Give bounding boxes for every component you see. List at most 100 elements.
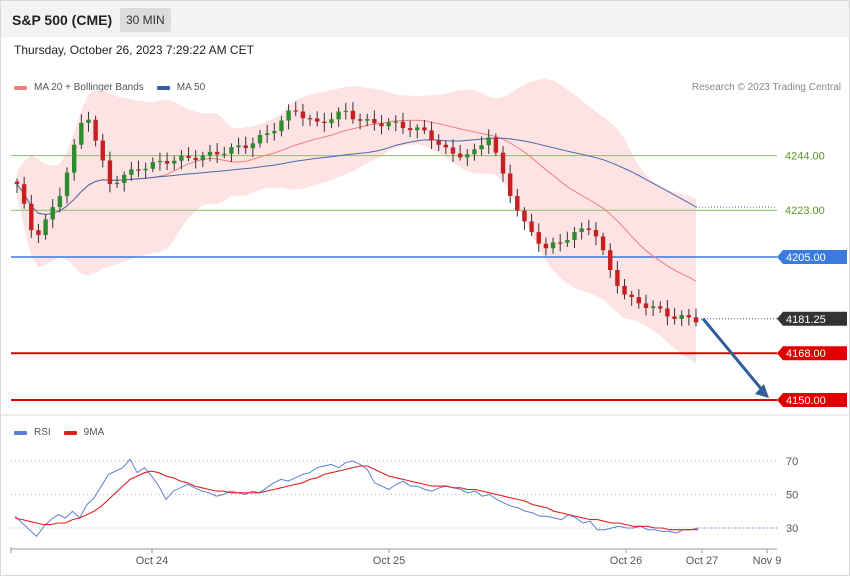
candle-body — [250, 143, 256, 149]
candles-group — [14, 101, 699, 327]
candle-body — [279, 120, 284, 132]
candle-body — [329, 119, 334, 124]
candle-body — [429, 130, 434, 141]
candle-body — [264, 133, 270, 135]
candle-body — [164, 160, 170, 164]
legend-swatch-9ma — [63, 430, 77, 435]
candle-body — [679, 315, 684, 319]
candle-body — [693, 317, 699, 323]
x-tick-label-2: Oct 26 — [610, 555, 642, 567]
rsi-series-rsi — [14, 458, 699, 538]
candle-body — [465, 154, 470, 158]
candle-body — [157, 160, 163, 163]
legend-item-ma20: MA 20 + Bollinger Bands — [14, 82, 144, 93]
candle-body — [207, 151, 213, 156]
legend-swatch-ma50 — [156, 85, 170, 90]
candle-body — [307, 118, 313, 120]
legend-label-rsi: RSI — [34, 427, 51, 438]
candle-body — [543, 243, 549, 249]
legend-label-9ma: 9MA — [83, 427, 105, 438]
bollinger-band — [17, 78, 696, 364]
candle-body — [122, 174, 127, 183]
instrument-title: S&P 500 (CME) — [12, 12, 113, 28]
level-label-4: 4168.00 — [786, 348, 826, 360]
candle-body — [143, 168, 148, 171]
candle-body — [686, 315, 692, 318]
candle-body — [50, 207, 55, 220]
candle-body — [572, 232, 577, 241]
candle-body — [536, 232, 541, 244]
candle-body — [658, 306, 663, 309]
candle-body — [186, 155, 191, 158]
candle-body — [493, 137, 499, 153]
candle-body — [79, 122, 84, 145]
candle-body — [365, 119, 370, 121]
candle-body — [479, 145, 484, 150]
candle-body — [450, 147, 456, 154]
candle-body — [214, 151, 220, 155]
candle-body — [507, 173, 513, 197]
candle-body — [608, 250, 613, 271]
candle-body — [222, 153, 227, 155]
level-tag-2 — [777, 250, 847, 264]
candle-body — [407, 128, 413, 131]
candle-body — [558, 242, 563, 244]
candle-body — [93, 119, 98, 141]
level-label-1: 4223.00 — [785, 205, 825, 217]
candle-body — [393, 121, 399, 123]
x-tick-label-3: Oct 27 — [686, 555, 718, 567]
legend-item-rsi: RSI — [14, 427, 51, 438]
candle-body — [386, 122, 391, 127]
candle-body — [336, 111, 341, 120]
candle-body — [600, 236, 606, 251]
candle-body — [314, 118, 320, 122]
candle-body — [21, 184, 27, 204]
candle-body — [443, 144, 449, 148]
candle-body — [636, 297, 642, 304]
candle-body — [179, 155, 184, 161]
candle-body — [36, 230, 41, 236]
candle-body — [64, 172, 70, 197]
candle-body — [43, 219, 48, 236]
chart-header: S&P 500 (CME) 30 MIN — [1, 1, 849, 37]
copyright-text: Research © 2023 Trading Central — [691, 82, 841, 93]
candle-body — [193, 157, 198, 161]
level-label-0: 4244.00 — [785, 151, 825, 163]
rsi-series-9ma — [14, 465, 698, 531]
candle-body — [129, 169, 134, 175]
projection-arrow-head — [755, 384, 769, 398]
candle-body — [107, 160, 113, 185]
candle-body — [29, 203, 34, 231]
interval-badge[interactable]: 30 MIN — [120, 8, 171, 32]
candle-body — [57, 196, 63, 208]
candle-body — [486, 137, 491, 146]
candle-body — [565, 240, 570, 243]
candle-body — [457, 153, 463, 158]
candle-body — [529, 221, 534, 233]
candle-body — [379, 123, 384, 127]
candle-body — [586, 228, 591, 230]
candle-body — [71, 144, 77, 173]
candle-body — [665, 308, 670, 317]
legend-swatch-ma20 — [14, 85, 27, 90]
candle-body — [343, 110, 348, 113]
candle-body — [622, 285, 627, 295]
level-label-5: 4150.00 — [786, 395, 826, 407]
chart-datetime: Thursday, October 26, 2023 7:29:22 AM CE… — [14, 43, 254, 57]
candle-body — [14, 181, 20, 185]
candle-body — [272, 131, 277, 134]
candle-body — [672, 316, 677, 319]
candle-body — [415, 127, 420, 131]
rsi-tick-50: 50 — [786, 490, 798, 502]
candle-body — [229, 147, 234, 154]
candle-body — [114, 182, 120, 185]
rsi-tick-30: 30 — [786, 523, 798, 535]
candle-body — [615, 270, 620, 286]
legend-item-ma50: MA 50 — [156, 82, 205, 93]
legend-label-ma20: MA 20 + Bollinger Bands — [34, 82, 144, 93]
candle-body — [422, 127, 427, 131]
candle-body — [200, 155, 206, 161]
candle-body — [357, 119, 363, 121]
